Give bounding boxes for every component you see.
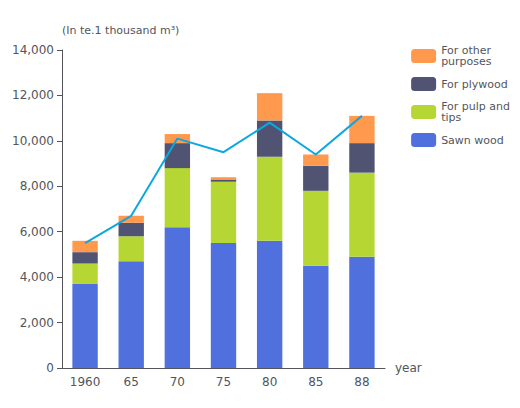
svg-text:For other: For other [441,44,492,57]
svg-text:85: 85 [308,375,323,389]
svg-text:tips: tips [441,111,461,124]
svg-text:6,000: 6,000 [20,225,54,239]
svg-text:4,000: 4,000 [20,270,54,284]
svg-text:For plywood: For plywood [441,78,508,91]
svg-text:year: year [395,361,422,375]
svg-text:(In te.1 thousand m³): (In te.1 thousand m³) [62,24,179,37]
svg-text:0: 0 [46,361,54,375]
svg-text:80: 80 [262,375,277,389]
svg-text:1960: 1960 [70,375,101,389]
svg-text:2,000: 2,000 [20,316,54,330]
svg-text:70: 70 [170,375,185,389]
svg-text:14,000: 14,000 [12,43,54,57]
svg-text:88: 88 [354,375,369,389]
svg-text:purposes: purposes [441,55,492,68]
svg-text:For pulp and: For pulp and [441,100,510,113]
svg-text:Sawn wood: Sawn wood [441,134,504,147]
svg-text:12,000: 12,000 [12,88,54,102]
svg-text:65: 65 [124,375,139,389]
svg-text:75: 75 [216,375,231,389]
svg-text:8,000: 8,000 [20,179,54,193]
svg-text:10,000: 10,000 [12,134,54,148]
